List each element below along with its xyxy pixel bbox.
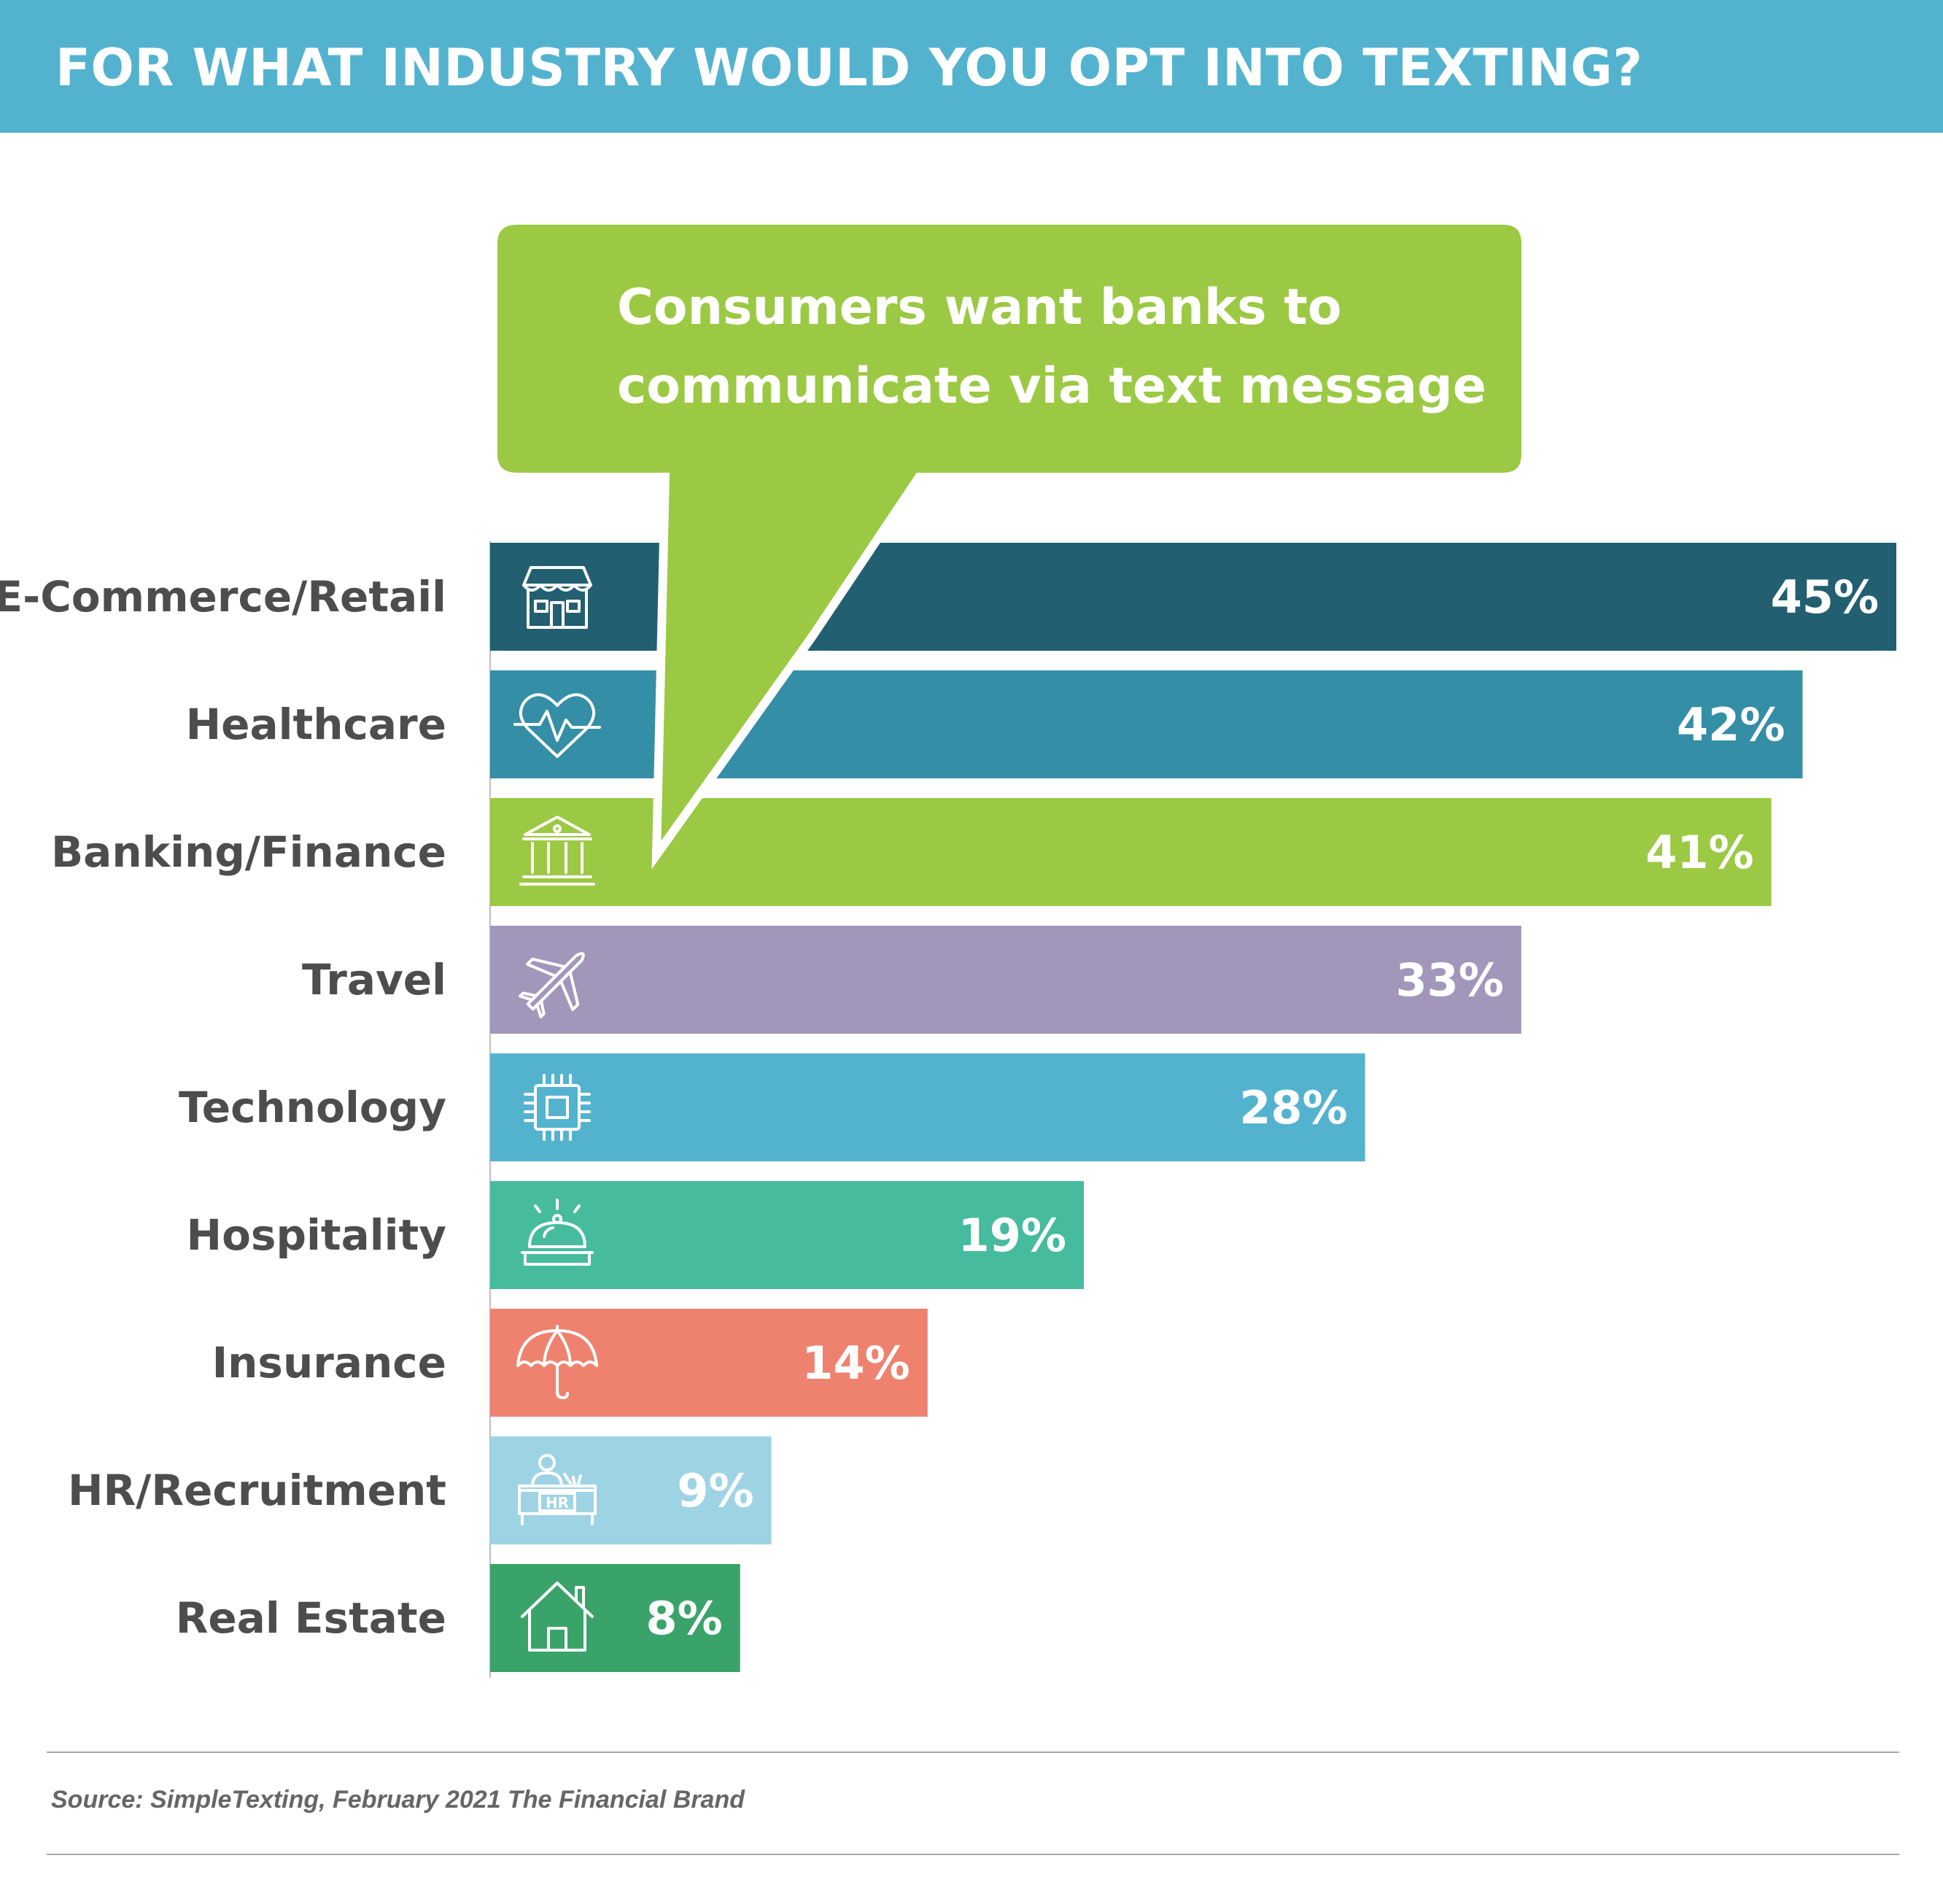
bar-travel bbox=[490, 926, 1521, 1034]
service-bell-icon bbox=[521, 1199, 594, 1266]
source-note: Source: SimpleTexting, February 2021 The… bbox=[51, 1786, 745, 1814]
callout-text: Consumers want banks to communicate via … bbox=[617, 279, 1486, 415]
category-label-hospitality: Hospitality bbox=[187, 1210, 446, 1260]
category-label-technology: Technology bbox=[179, 1083, 446, 1132]
microchip-icon bbox=[524, 1074, 591, 1141]
bar-banking-finance bbox=[490, 798, 1772, 906]
value-label-banking-finance: 41% bbox=[1645, 826, 1753, 879]
hr-desk-icon-text: HR bbox=[546, 1494, 569, 1512]
category-label-healthcare: Healthcare bbox=[186, 700, 446, 749]
title-banner: FOR WHAT INDUSTRY WOULD YOU OPT INTO TEX… bbox=[0, 0, 1943, 133]
category-label-real-estate: Real Estate bbox=[176, 1593, 446, 1643]
value-label-technology: 28% bbox=[1239, 1081, 1347, 1134]
category-label-hr-recruitment: HR/Recruitment bbox=[68, 1466, 446, 1515]
value-label-hr-recruitment: 9% bbox=[677, 1464, 753, 1517]
category-label-e-commerce-retail: E-Commerce/Retail bbox=[0, 572, 446, 622]
umbrella-icon bbox=[516, 1325, 598, 1399]
house-icon bbox=[521, 1582, 594, 1652]
footer-rule-bottom bbox=[47, 1854, 1899, 1855]
footer-rule-top bbox=[47, 1752, 1899, 1753]
bar-hospitality bbox=[490, 1181, 1085, 1289]
value-label-healthcare: 42% bbox=[1677, 698, 1785, 751]
value-label-insurance: 14% bbox=[802, 1336, 910, 1390]
hr-desk-icon: HR bbox=[518, 1454, 597, 1525]
category-label-insurance: Insurance bbox=[212, 1338, 446, 1388]
category-label-banking-finance: Banking/Finance bbox=[51, 827, 446, 877]
value-label-hospitality: 19% bbox=[958, 1209, 1066, 1262]
bank-icon bbox=[519, 816, 595, 886]
bar-real-estate bbox=[490, 1564, 740, 1672]
storefront-icon bbox=[522, 566, 592, 629]
callout-bubble bbox=[489, 216, 1530, 870]
value-label-real-estate: 8% bbox=[645, 1592, 722, 1645]
category-label-travel: Travel bbox=[302, 955, 446, 1005]
chart-title: FOR WHAT INDUSTRY WOULD YOU OPT INTO TEX… bbox=[55, 38, 1643, 98]
value-label-e-commerce-retail: 45% bbox=[1771, 570, 1879, 624]
bar-technology bbox=[490, 1053, 1365, 1161]
heartbeat-icon bbox=[513, 693, 601, 758]
value-label-travel: 33% bbox=[1395, 953, 1503, 1007]
airplane-icon bbox=[519, 952, 585, 1018]
